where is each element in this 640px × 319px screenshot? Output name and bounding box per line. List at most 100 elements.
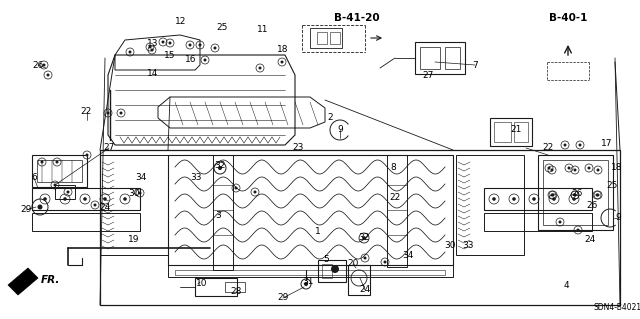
Circle shape bbox=[93, 204, 97, 206]
Text: 10: 10 bbox=[196, 279, 208, 288]
Bar bbox=[456, 155, 524, 255]
Text: 5: 5 bbox=[323, 255, 329, 263]
Text: 24: 24 bbox=[99, 204, 111, 212]
Circle shape bbox=[198, 43, 202, 47]
Circle shape bbox=[120, 112, 122, 115]
Circle shape bbox=[492, 197, 496, 201]
Circle shape bbox=[596, 168, 600, 172]
Bar bbox=[310, 28, 342, 48]
Circle shape bbox=[577, 228, 579, 232]
Bar bbox=[225, 282, 245, 292]
Bar bbox=[420, 47, 440, 69]
Text: 3: 3 bbox=[215, 211, 221, 219]
Text: B-41-20: B-41-20 bbox=[334, 13, 380, 23]
Bar bbox=[213, 155, 233, 270]
Circle shape bbox=[547, 167, 550, 169]
Text: 22: 22 bbox=[542, 144, 554, 152]
Circle shape bbox=[44, 197, 47, 201]
Bar bbox=[318, 260, 346, 282]
Text: 22: 22 bbox=[389, 194, 401, 203]
Text: 15: 15 bbox=[164, 50, 176, 60]
Text: 24: 24 bbox=[584, 235, 596, 244]
Text: 30: 30 bbox=[128, 189, 140, 197]
Circle shape bbox=[573, 194, 577, 197]
Bar bbox=[100, 155, 168, 255]
Text: 29: 29 bbox=[20, 205, 32, 214]
Circle shape bbox=[552, 194, 554, 197]
Circle shape bbox=[54, 183, 56, 187]
Bar bbox=[37, 160, 82, 182]
Circle shape bbox=[38, 204, 42, 210]
Bar bbox=[484, 213, 592, 231]
Circle shape bbox=[161, 41, 164, 43]
Bar bbox=[322, 264, 332, 278]
Text: 20: 20 bbox=[348, 259, 358, 269]
Text: 12: 12 bbox=[175, 18, 187, 26]
Circle shape bbox=[86, 153, 88, 157]
Circle shape bbox=[253, 190, 257, 194]
Bar bbox=[445, 47, 460, 69]
Circle shape bbox=[532, 197, 536, 201]
Circle shape bbox=[168, 41, 172, 44]
Text: 7: 7 bbox=[472, 61, 478, 70]
Circle shape bbox=[579, 144, 582, 146]
Bar bbox=[348, 265, 370, 295]
Circle shape bbox=[42, 63, 45, 66]
Text: 24: 24 bbox=[360, 286, 371, 294]
Text: 11: 11 bbox=[257, 26, 269, 34]
Circle shape bbox=[595, 194, 598, 197]
Circle shape bbox=[573, 194, 577, 197]
Text: 22: 22 bbox=[81, 108, 92, 116]
Text: 13: 13 bbox=[147, 39, 159, 48]
Bar bbox=[317, 32, 327, 44]
Text: 9: 9 bbox=[337, 125, 343, 135]
Bar bbox=[32, 155, 87, 187]
Circle shape bbox=[588, 167, 591, 169]
Text: 8: 8 bbox=[390, 164, 396, 173]
Bar bbox=[494, 122, 511, 142]
Circle shape bbox=[106, 112, 109, 115]
Circle shape bbox=[234, 187, 237, 189]
Circle shape bbox=[150, 48, 154, 51]
Text: 31: 31 bbox=[302, 278, 314, 286]
Bar bbox=[330, 32, 340, 44]
Text: 26: 26 bbox=[586, 201, 598, 210]
Circle shape bbox=[512, 197, 516, 201]
Bar bbox=[538, 155, 613, 230]
Text: 2: 2 bbox=[327, 114, 333, 122]
Text: 29: 29 bbox=[277, 293, 289, 302]
Text: 23: 23 bbox=[292, 144, 304, 152]
Bar bbox=[32, 188, 140, 210]
Circle shape bbox=[550, 168, 554, 172]
Circle shape bbox=[56, 160, 58, 164]
Circle shape bbox=[550, 194, 554, 197]
Bar bbox=[55, 185, 75, 199]
Text: 33: 33 bbox=[462, 241, 474, 249]
Circle shape bbox=[596, 194, 600, 197]
Text: 19: 19 bbox=[128, 234, 140, 243]
Bar bbox=[490, 118, 532, 146]
Text: 27: 27 bbox=[422, 70, 434, 79]
Text: 28: 28 bbox=[230, 286, 242, 295]
Text: 34: 34 bbox=[403, 250, 413, 259]
Circle shape bbox=[559, 220, 561, 224]
Circle shape bbox=[383, 261, 387, 263]
Circle shape bbox=[47, 73, 49, 77]
Circle shape bbox=[214, 47, 216, 49]
Bar bbox=[415, 42, 465, 74]
Circle shape bbox=[63, 197, 67, 201]
Text: 27: 27 bbox=[103, 144, 115, 152]
Text: 21: 21 bbox=[510, 125, 522, 135]
Text: 32: 32 bbox=[214, 160, 226, 169]
Bar bbox=[195, 278, 237, 296]
Text: 32: 32 bbox=[358, 234, 370, 242]
Circle shape bbox=[362, 236, 366, 240]
Text: 26: 26 bbox=[572, 189, 582, 197]
Text: B-40-1: B-40-1 bbox=[549, 13, 587, 23]
Circle shape bbox=[331, 265, 339, 273]
Bar bbox=[100, 150, 620, 305]
Circle shape bbox=[259, 66, 262, 70]
Bar bbox=[387, 155, 407, 267]
Circle shape bbox=[40, 160, 44, 164]
Text: 6: 6 bbox=[31, 174, 37, 182]
